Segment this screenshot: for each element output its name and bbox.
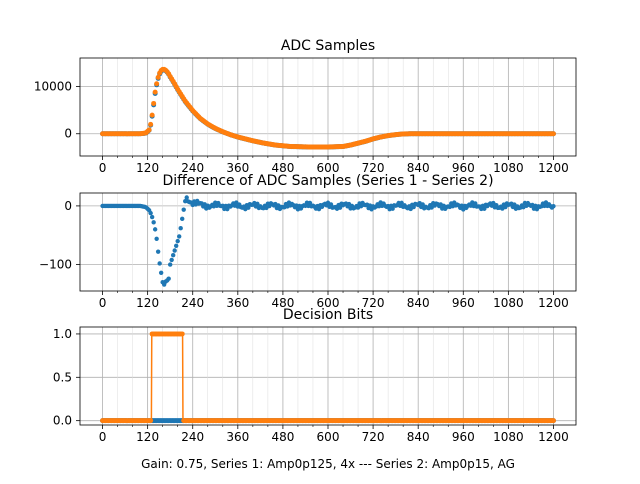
x-tick-label: 840	[407, 161, 430, 175]
data-point	[157, 261, 162, 266]
y-tick-label: 0.0	[53, 414, 72, 428]
x-tick-label: 960	[452, 161, 475, 175]
data-point	[175, 238, 180, 244]
data-point	[167, 262, 173, 267]
x-tick-label: 720	[362, 161, 385, 175]
x-tick-label: 960	[452, 296, 475, 310]
x-tick-label: 1200	[538, 430, 569, 444]
data-point	[154, 81, 160, 87]
y-tick-label: 10000	[34, 79, 72, 93]
data-point	[551, 203, 556, 209]
x-tick-label: 0	[99, 430, 107, 444]
data-point	[307, 200, 313, 206]
data-point	[154, 236, 159, 241]
data-point	[170, 253, 176, 258]
x-tick-label: 1080	[493, 161, 524, 175]
data-point	[151, 220, 156, 225]
data-point	[179, 331, 185, 337]
data-point	[550, 131, 556, 137]
x-tick-label: 480	[271, 296, 294, 310]
x-tick-label: 480	[271, 161, 294, 175]
x-tick-label: 360	[226, 161, 249, 175]
data-point	[148, 418, 154, 424]
data-point	[155, 249, 161, 254]
x-tick-label: 840	[407, 430, 430, 444]
figure-footer: Gain: 0.75, Series 1: Amp0p125, 4x --- S…	[141, 457, 515, 471]
panel-title: Difference of ADC Samples (Series 1 - Se…	[162, 173, 493, 189]
x-tick-label: 960	[452, 430, 475, 444]
data-point	[255, 201, 260, 207]
y-tick-label: 0	[64, 127, 72, 141]
x-tick-label: 600	[317, 430, 340, 444]
data-point	[316, 206, 322, 212]
x-tick-label: 600	[317, 161, 340, 175]
data-point	[158, 270, 164, 276]
data-point	[390, 206, 395, 211]
x-tick-label: 120	[136, 296, 159, 310]
x-tick-label: 600	[317, 296, 340, 310]
data-point	[550, 418, 556, 424]
series-2-points	[100, 66, 556, 150]
y-tick-label: −100	[39, 258, 72, 272]
data-point	[177, 234, 182, 239]
data-point	[151, 100, 157, 106]
data-point	[184, 195, 189, 200]
data-point	[225, 206, 230, 212]
data-point	[173, 243, 179, 249]
y-tick-label: 0.5	[53, 370, 72, 384]
data-point	[152, 227, 158, 232]
panel-difference: 0 120 240 360 480 600 720 840 960 1080 1200 −100 0 Di…	[39, 173, 577, 310]
panel-title: Decision Bits	[283, 307, 373, 323]
series-2-points	[100, 331, 556, 424]
data-point	[149, 112, 155, 118]
x-tick-label: 0	[99, 161, 107, 175]
data-point	[503, 204, 508, 210]
x-tick-label: 0	[99, 296, 107, 310]
x-tick-label: 720	[362, 296, 385, 310]
data-point	[152, 89, 158, 95]
x-tick-label: 840	[407, 296, 430, 310]
data-point	[180, 216, 185, 222]
x-tick-label: 240	[181, 430, 204, 444]
x-tick-label: 1200	[538, 161, 569, 175]
panel-decision-bits: 0 120 240 360 480 600 720 840 960 1080 1200 0.0 0.5 1…	[53, 307, 577, 444]
data-point	[169, 257, 174, 263]
series-1-points	[100, 195, 556, 287]
x-tick-label: 240	[181, 161, 204, 175]
x-tick-label: 240	[181, 296, 204, 310]
data-point	[246, 205, 251, 210]
x-tick-label: 1080	[493, 296, 524, 310]
data-point	[148, 121, 154, 127]
x-tick-label: 480	[271, 430, 294, 444]
data-point	[399, 200, 404, 206]
data-point	[148, 210, 153, 216]
data-point	[420, 202, 425, 207]
x-tick-label: 120	[136, 430, 159, 444]
data-point	[482, 206, 487, 211]
data-point	[166, 276, 171, 281]
data-point	[328, 202, 334, 207]
data-point	[337, 205, 343, 210]
data-point	[178, 226, 183, 231]
x-tick-label: 1200	[538, 296, 569, 310]
data-point	[172, 248, 177, 253]
x-tick-label: 1080	[493, 430, 524, 444]
data-point	[181, 207, 186, 212]
x-tick-label: 360	[226, 430, 249, 444]
x-tick-label: 720	[362, 430, 385, 444]
panel-adc-samples: 0 120 240 360 480 600 720 840 960 1080 1200 0 10000 A…	[34, 38, 577, 175]
data-point	[146, 127, 152, 133]
x-tick-label: 120	[136, 161, 159, 175]
y-tick-label: 0	[64, 199, 72, 213]
data-point	[155, 74, 161, 80]
panel-title: ADC Samples	[281, 38, 375, 54]
data-point	[149, 214, 155, 220]
x-tick-label: 360	[226, 296, 249, 310]
y-tick-label: 1.0	[53, 327, 72, 341]
